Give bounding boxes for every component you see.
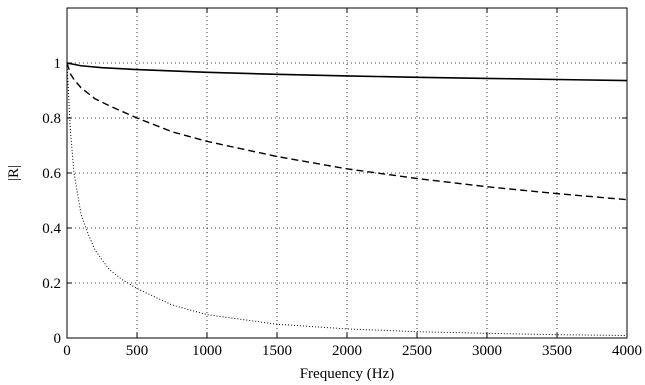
y-axis-label: |R| bbox=[6, 165, 22, 181]
x-tick-label: 500 bbox=[126, 343, 149, 359]
x-tick-label: 4000 bbox=[612, 343, 642, 359]
series-line-dotted bbox=[66, 62, 628, 337]
x-tick-label: 1000 bbox=[192, 343, 222, 359]
y-tick-label: 0.6 bbox=[42, 166, 61, 182]
ticks bbox=[66, 8, 628, 339]
grid bbox=[67, 8, 627, 338]
x-tick-label: 0 bbox=[63, 343, 71, 359]
y-tick-label: 0.8 bbox=[42, 111, 61, 127]
x-tick-label: 1500 bbox=[262, 343, 292, 359]
series-line-solid bbox=[66, 62, 628, 82]
y-tick-label: 0.2 bbox=[42, 276, 61, 292]
x-tick-label: 3500 bbox=[542, 343, 572, 359]
y-tick-label: 1 bbox=[54, 56, 62, 72]
y-tick-label: 0.4 bbox=[42, 221, 61, 237]
x-tick-label: 2500 bbox=[402, 343, 432, 359]
x-tick-label: 3000 bbox=[472, 343, 502, 359]
series-line-dashed bbox=[66, 62, 628, 201]
y-tick-label: 0 bbox=[54, 331, 62, 347]
x-axis-label: Frequency (Hz) bbox=[300, 366, 395, 382]
x-tick-label: 2000 bbox=[332, 343, 362, 359]
series-group bbox=[66, 62, 628, 337]
tick-labels: 0 500 1000 1500 2000 2500 3000 3500 4000 0 0.2 0.4 0… bbox=[42, 56, 642, 359]
